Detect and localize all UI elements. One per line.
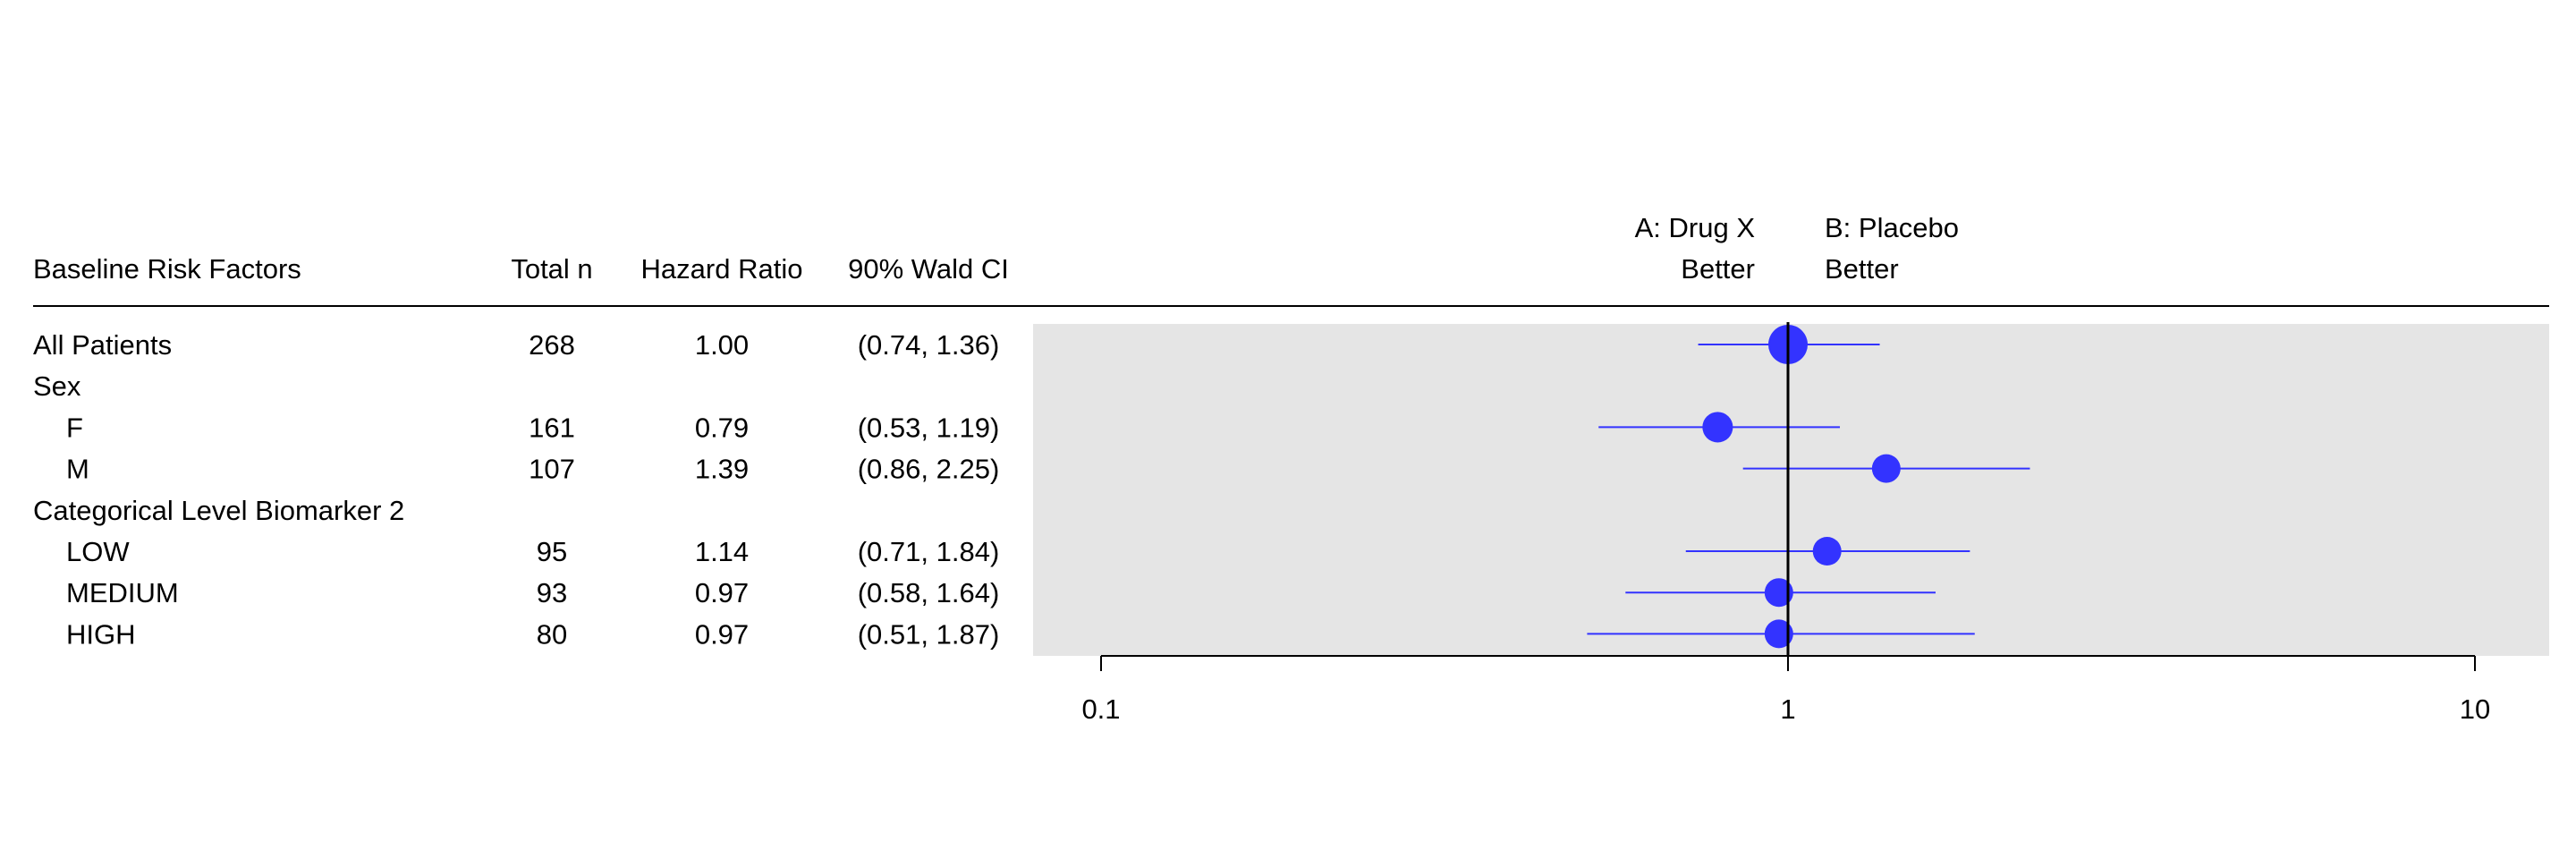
- point-estimate: [1702, 412, 1733, 443]
- x-axis-tick-label: 10: [2460, 693, 2490, 725]
- row-total-n: 107: [529, 454, 575, 485]
- row-total-n: 268: [529, 329, 575, 361]
- row-hazard-ratio: 1.00: [695, 329, 749, 361]
- favors-left-line2: Better: [1681, 253, 1755, 285]
- column-header-total-n: Total n: [511, 253, 592, 285]
- row-hazard-ratio: 0.97: [695, 577, 749, 608]
- row-label: F: [66, 412, 83, 443]
- row-hazard-ratio: 0.79: [695, 412, 749, 443]
- row-ci: (0.74, 1.36): [858, 329, 1000, 361]
- row-ci: (0.86, 2.25): [858, 454, 1000, 485]
- column-header-factors: Baseline Risk Factors: [33, 253, 301, 285]
- row-ci: (0.58, 1.64): [858, 577, 1000, 608]
- row-label: MEDIUM: [66, 577, 179, 608]
- point-estimate: [1764, 619, 1793, 649]
- point-estimate: [1764, 578, 1793, 608]
- x-axis-tick-label: 1: [1780, 693, 1795, 725]
- column-header-hazard-ratio: Hazard Ratio: [641, 253, 803, 285]
- row-hazard-ratio: 1.39: [695, 454, 749, 485]
- row-total-n: 161: [529, 412, 575, 443]
- row-total-n: 95: [537, 536, 567, 567]
- x-axis-tick-label: 0.1: [1081, 693, 1120, 725]
- row-ci: (0.51, 1.87): [858, 618, 1000, 650]
- row-label: Sex: [33, 370, 81, 402]
- favors-left-line1: A: Drug X: [1635, 212, 1756, 243]
- point-estimate: [1871, 454, 1901, 483]
- row-label: All Patients: [33, 329, 172, 361]
- row-label: M: [66, 454, 89, 485]
- row-label: Categorical Level Biomarker 2: [33, 495, 404, 526]
- row-total-n: 93: [537, 577, 567, 608]
- column-header-ci: 90% Wald CI: [848, 253, 1009, 285]
- plot-panel: [1033, 324, 2549, 656]
- favors-right-line1: B: Placebo: [1825, 212, 1959, 243]
- row-ci: (0.53, 1.19): [858, 412, 1000, 443]
- row-label: LOW: [66, 536, 130, 567]
- row-hazard-ratio: 1.14: [695, 536, 749, 567]
- row-hazard-ratio: 0.97: [695, 618, 749, 650]
- row-label: HIGH: [66, 618, 136, 650]
- row-ci: (0.71, 1.84): [858, 536, 1000, 567]
- point-estimate: [1812, 537, 1842, 566]
- favors-right-line2: Better: [1825, 253, 1899, 285]
- row-total-n: 80: [537, 618, 567, 650]
